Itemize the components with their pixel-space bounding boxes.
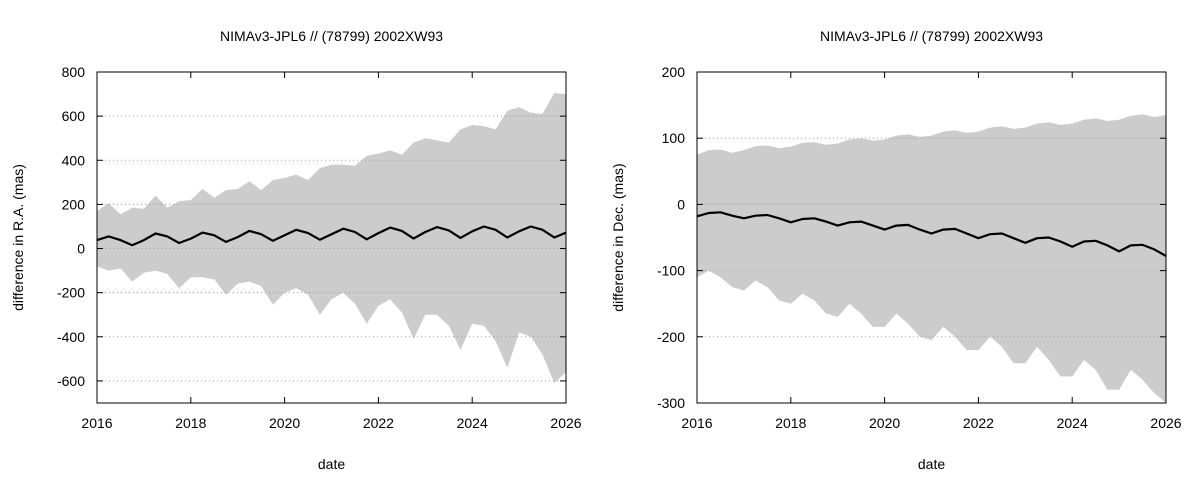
mean-difference-line <box>96 225 567 247</box>
plot-frame <box>96 71 567 404</box>
y-tick-label: 800 <box>62 64 86 80</box>
uncertainty-band <box>697 114 1166 404</box>
x-tick-label: 2026 <box>1150 415 1181 431</box>
chart-panel-2: -300 -200 -100 0 100 200 2016 2018 2020 2022 2024 2… <box>610 28 1182 472</box>
x-tick-label: 2016 <box>81 415 112 431</box>
x-tick-label: 2020 <box>869 415 900 431</box>
x-tick-label: 2026 <box>550 415 581 431</box>
y-tick-label: -200 <box>57 285 85 301</box>
y-tick-label: 400 <box>62 152 86 168</box>
y-tick-label: 0 <box>677 196 685 212</box>
chart-title: NIMAv3-JPL6 // (78799) 2002XW93 <box>820 28 1043 44</box>
y-tick-label: -100 <box>657 263 685 279</box>
x-tick-label: 2020 <box>269 415 300 431</box>
plot-frame <box>696 71 1167 404</box>
x-tick-label: 2016 <box>681 415 712 431</box>
chart-title: NIMAv3-JPL6 // (78799) 2002XW93 <box>220 28 443 44</box>
y-tick-label: 100 <box>662 130 686 146</box>
mean-difference-line <box>696 211 1167 257</box>
y-tick-label: 200 <box>662 64 686 80</box>
x-tick-label: 2024 <box>457 415 488 431</box>
x-tick-label: 2022 <box>363 415 394 431</box>
y-axis-label: difference in Dec. (mas) <box>610 163 626 311</box>
y-tick-label: 0 <box>77 241 85 257</box>
y-tick-label: -300 <box>657 395 685 411</box>
x-axis-label: date <box>318 456 345 472</box>
y-tick-label: 600 <box>62 108 86 124</box>
y-tick-label: -600 <box>57 373 85 389</box>
x-tick-label: 2018 <box>775 415 806 431</box>
y-tick-label: 200 <box>62 196 86 212</box>
y-axis-label: difference in R.A. (mas) <box>10 164 26 311</box>
chart-panel-1: -600 -400 -200 0 200 400 600 800 2016 2018 2020 202… <box>10 28 582 472</box>
y-tick-label: -200 <box>657 329 685 345</box>
x-tick-label: 2024 <box>1057 415 1088 431</box>
y-tick-label: -400 <box>57 329 85 345</box>
x-tick-label: 2022 <box>963 415 994 431</box>
uncertainty-band <box>97 93 566 384</box>
x-tick-label: 2018 <box>175 415 206 431</box>
x-axis-label: date <box>918 456 945 472</box>
